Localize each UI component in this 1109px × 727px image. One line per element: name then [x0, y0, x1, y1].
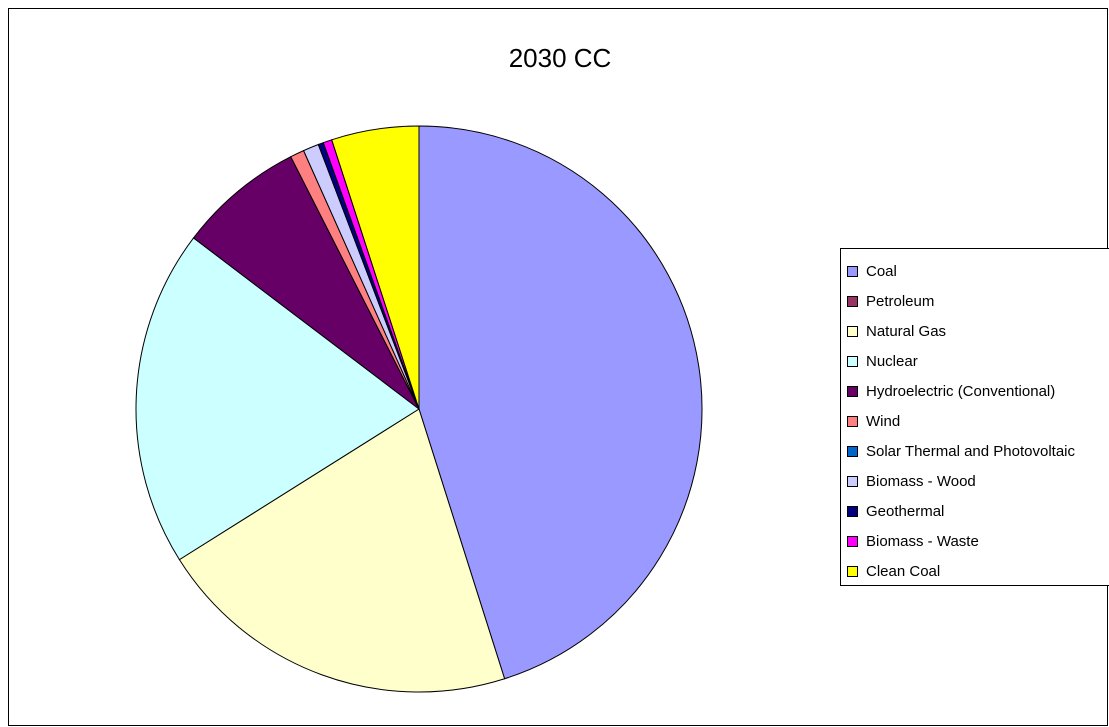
- pie-slice-clean-coal: [331, 125, 420, 410]
- legend-label: Hydroelectric (Conventional): [866, 382, 1056, 400]
- legend-item: Wind: [841, 406, 1109, 436]
- legend-label: Petroleum: [866, 292, 935, 310]
- legend-swatch: [847, 385, 858, 397]
- legend-swatch: [847, 265, 858, 277]
- chart-title: 2030 CC: [508, 43, 612, 73]
- pie-chart: [135, 125, 703, 693]
- legend-swatch: [847, 565, 858, 577]
- legend-label: Natural Gas: [866, 322, 947, 340]
- legend-label: Geothermal: [866, 502, 945, 520]
- pie-slice-coal: [418, 125, 703, 680]
- legend-label: Biomass - Wood: [866, 472, 976, 490]
- legend-item: Natural Gas: [841, 316, 1109, 346]
- legend-label: Wind: [866, 412, 901, 430]
- pie-slice-nuclear: [135, 237, 420, 561]
- legend-item: Hydroelectric (Conventional): [841, 376, 1109, 406]
- legend-item: Geothermal: [841, 496, 1109, 526]
- legend-swatch: [847, 445, 858, 457]
- legend-swatch: [847, 505, 858, 517]
- legend-item: Petroleum: [841, 286, 1109, 316]
- legend: Coal Petroleum Natural Gas Nuclear Hydroelec…: [840, 248, 1109, 586]
- legend-item: Biomass - Wood: [841, 466, 1109, 496]
- legend-item: Clean Coal: [841, 556, 1109, 586]
- legend-label: Solar Thermal and Photovoltaic: [866, 442, 1076, 460]
- legend-label: Coal: [866, 262, 897, 280]
- legend-item: Solar Thermal and Photovoltaic: [841, 436, 1109, 466]
- legend-swatch: [847, 535, 858, 547]
- legend-item: Biomass - Waste: [841, 526, 1109, 556]
- legend-label: Biomass - Waste: [866, 532, 979, 550]
- chart-area: 2030 CC Coal Petroleum Natural Gas Nuclear H…: [8, 8, 1109, 726]
- legend-swatch: [847, 355, 858, 367]
- legend-swatch: [847, 415, 858, 427]
- pie-slice-natural-gas: [178, 408, 506, 693]
- legend-label: Nuclear: [866, 352, 918, 370]
- pie-slice-hydroelectric-conventional: [192, 156, 420, 410]
- legend-swatch: [847, 475, 858, 487]
- legend-swatch: [847, 295, 858, 307]
- legend-label: Clean Coal: [866, 562, 941, 580]
- legend-item: Nuclear: [841, 346, 1109, 376]
- legend-swatch: [847, 325, 858, 337]
- legend-item: Coal: [841, 256, 1109, 286]
